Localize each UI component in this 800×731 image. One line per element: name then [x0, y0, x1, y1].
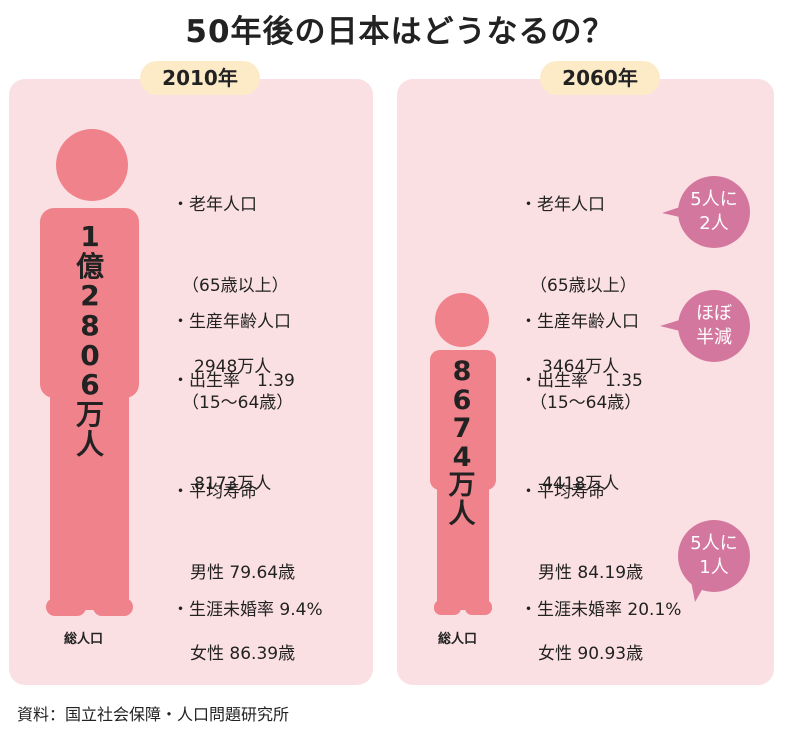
elderly-pop-2010: ・老年人口 （65歳以上） 2948万人 [172, 195, 289, 377]
year-badge-2010: 2010年 [140, 61, 260, 95]
bubble-working: ほぼ 半減 [678, 290, 750, 362]
source-note: 資料：国立社会保障・人口問題研究所 [17, 705, 290, 724]
population-2010: 1 億 2 8 0 6 万 人 [75, 220, 104, 461]
working-pop-2060: ・生産年齢人口 （15〜64歳） 4418万人 [520, 312, 642, 494]
person-figure-2010 [40, 129, 139, 616]
total-population-label-2010: 総人口 [64, 632, 104, 647]
population-2060: 8 6 7 4 万 人 [448, 356, 476, 531]
year-badge-2060: 2060年 [540, 61, 660, 95]
unmarried-rate-2060: ・生涯未婚率 20.1% [520, 600, 682, 620]
elderly-pop-2060: ・老年人口 （65歳以上） 3464万人 [520, 195, 637, 377]
life-expectancy-2060: ・平均寿命 男性 84.19歳 女性 90.93歳 [520, 482, 644, 664]
page-title: 50年後の日本はどうなるの？ [185, 14, 615, 50]
bubble-unmarried: 5人に 1人 [678, 520, 750, 592]
person-figure-2060 [430, 293, 496, 615]
birthrate-2010: ・出生率 1.39 [172, 371, 295, 391]
life-expectancy-2010: ・平均寿命 男性 79.64歳 女性 86.39歳 [172, 482, 296, 664]
unmarried-rate-2010: ・生涯未婚率 9.4% [172, 600, 323, 620]
birthrate-2060: ・出生率 1.35 [520, 371, 643, 391]
total-population-label-2060: 総人口 [438, 632, 478, 647]
working-pop-2010: ・生産年齢人口 （15〜64歳） 8173万人 [172, 312, 294, 494]
bubble-elderly: 5人に 2人 [678, 176, 750, 248]
